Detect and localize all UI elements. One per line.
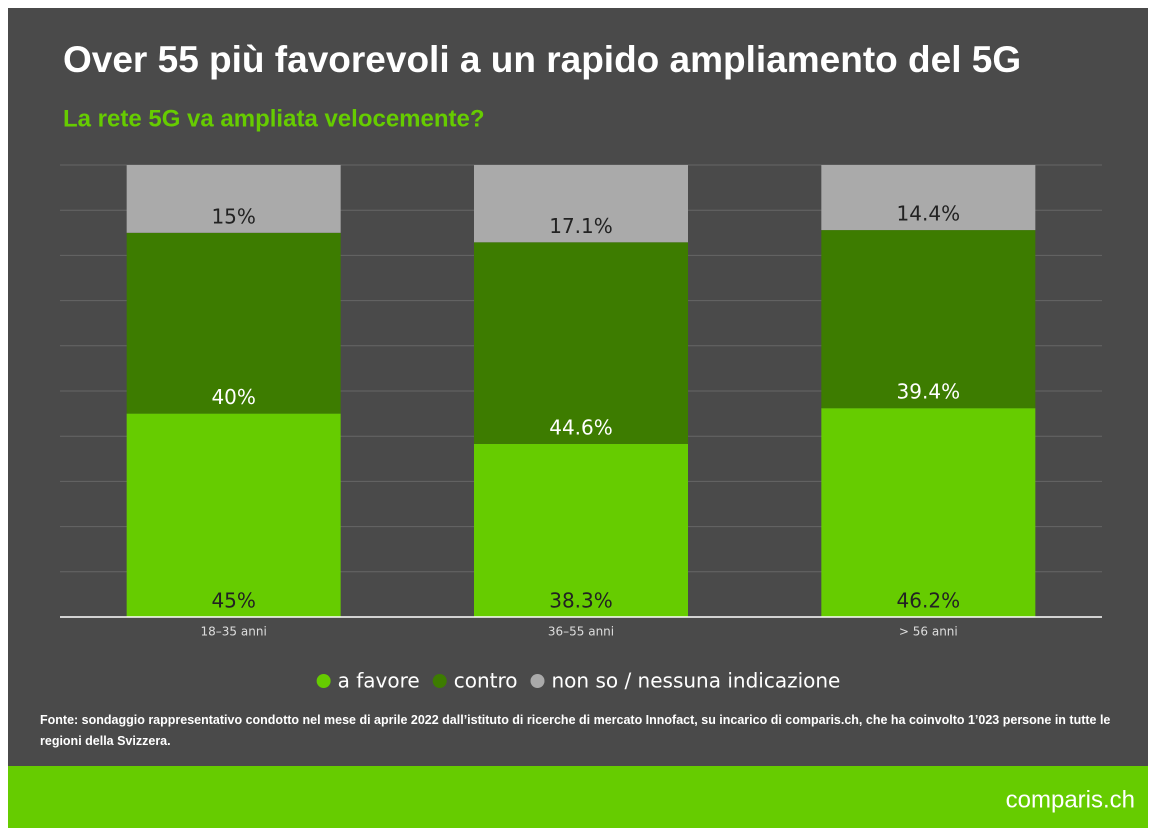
data-label: 38.3% — [549, 589, 613, 613]
bar-segment — [126, 232, 341, 414]
chart-title: Over 55 più favorevoli a un rapido ampli… — [63, 39, 1021, 80]
footer — [8, 766, 1148, 828]
bar-segment — [474, 165, 688, 243]
data-label: 46.2% — [897, 589, 961, 613]
data-label: 14.4% — [897, 202, 961, 226]
x-tick-label: 36–55 anni — [548, 625, 614, 639]
legend-label: a favore — [338, 669, 420, 693]
data-label: 44.6% — [549, 415, 613, 439]
bar-segment — [821, 408, 1036, 617]
bar-segment — [821, 230, 1036, 409]
bar-segment — [821, 165, 1036, 231]
x-tick-label: > 56 anni — [899, 625, 958, 639]
source-note: Fonte: sondaggio rappresentativo condott… — [40, 713, 1111, 748]
chart-subtitle: La rete 5G va ampliata velocemente? — [63, 105, 485, 132]
bar-segment — [474, 443, 688, 617]
data-label: 45% — [211, 589, 255, 613]
legend-marker — [530, 674, 545, 688]
legend-label: contro — [454, 669, 518, 693]
legend: a favore contro non so / nessuna indicazio… — [316, 669, 841, 693]
bar-segment — [126, 413, 341, 617]
bar-segment — [126, 165, 341, 233]
data-label: 15% — [211, 204, 255, 228]
x-tick-label: 18–35 anni — [201, 625, 267, 639]
legend-label: non so / nessuna indicazione — [552, 669, 841, 693]
legend-marker — [432, 674, 447, 688]
data-label: 40% — [211, 385, 255, 409]
legend-marker — [316, 674, 331, 688]
logo: comparis.ch — [1006, 786, 1135, 813]
data-label: 17.1% — [549, 214, 613, 238]
data-label: 39.4% — [897, 380, 961, 404]
bar-segment — [474, 242, 688, 444]
